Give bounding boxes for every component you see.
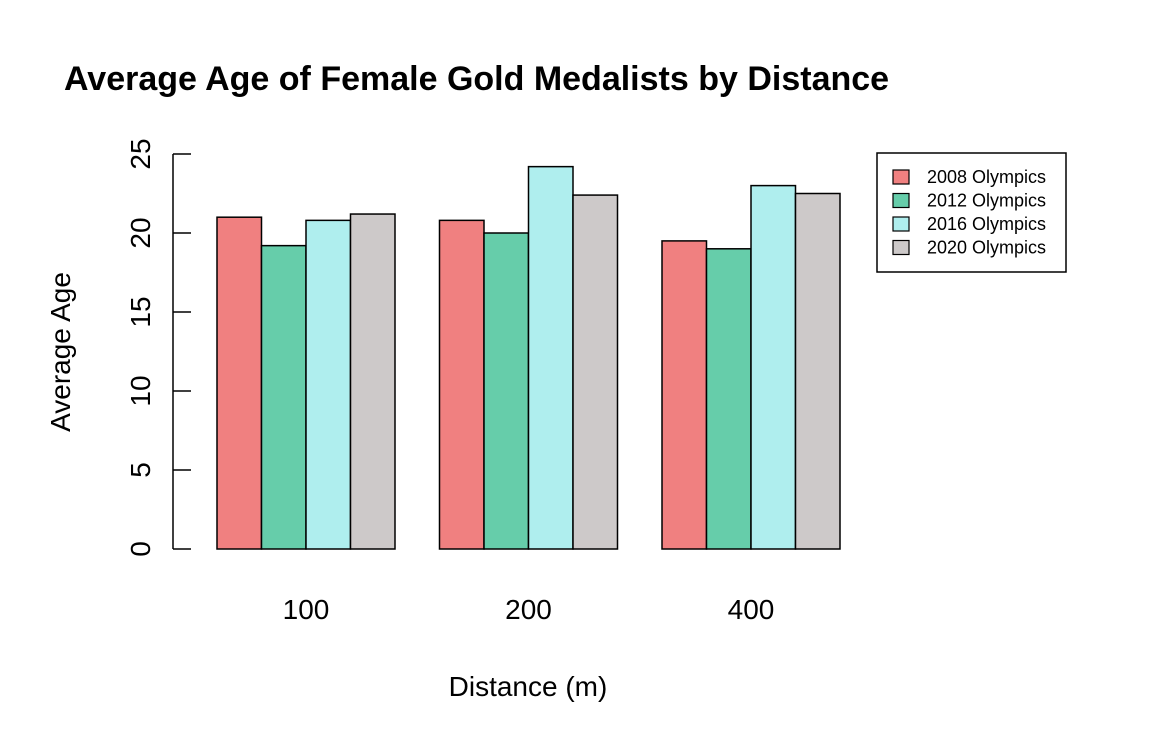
x-tick-label: 100 [283,594,330,625]
legend-label: 2016 Olympics [927,214,1046,234]
bar [438,219,485,550]
bar [483,232,530,550]
legend: 2008 Olympics 2012 Olympics 2016 Olympics 2… [876,152,1067,273]
bar [305,219,352,550]
bar [750,184,797,550]
chart-title: Average Age of Female Gold Medalists by … [64,60,889,98]
y-axis: 0 5 10 15 20 25 [125,138,191,557]
y-tick-label: 0 [125,541,156,557]
legend-label: 2020 Olympics [927,238,1046,258]
x-tick-label: 200 [505,594,552,625]
bar [794,192,841,550]
y-tick-label: 5 [125,462,156,478]
legend-label: 2012 Olympics [927,191,1046,211]
x-tick-labels: 100 200 400 [283,594,775,625]
y-tick-label: 25 [125,138,156,169]
legend-swatch [892,216,910,232]
legend-label: 2008 Olympics [927,167,1046,187]
bar [216,216,263,550]
legend-swatch [892,192,910,209]
bar [705,248,752,550]
bar [527,165,574,550]
y-axis-label: Average Age [45,272,76,432]
x-tick-label: 400 [728,594,775,625]
legend-swatch [892,239,910,256]
y-tick-label: 20 [125,217,156,248]
x-axis-label: Distance (m) [449,671,608,702]
bar [260,244,307,550]
legend-swatch [892,169,910,185]
bar [661,240,708,550]
bar [572,194,619,550]
bars [216,165,841,550]
y-tick-label: 10 [125,375,156,406]
y-tick-label: 15 [125,296,156,327]
bar [349,213,396,550]
